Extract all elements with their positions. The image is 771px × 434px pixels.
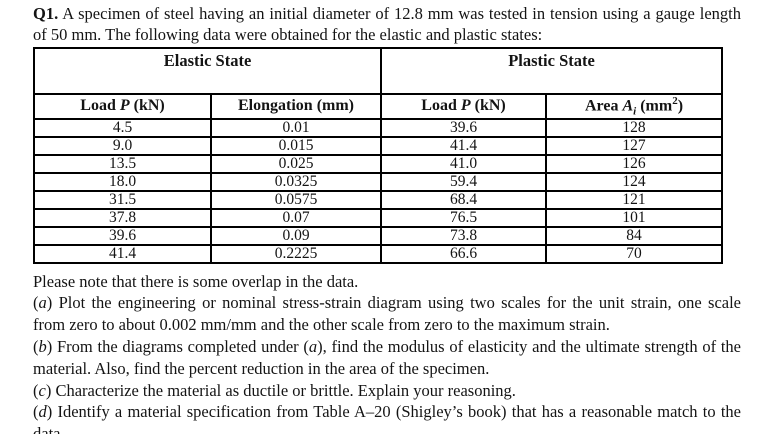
table-cell: 66.6 <box>380 243 547 264</box>
table-cell: 84 <box>544 225 724 246</box>
item-text-d: Identify a material specification from T… <box>33 402 741 434</box>
table-cell: 126 <box>544 153 724 174</box>
item-label-d: d <box>38 402 47 422</box>
table-row: 13.5 0.025 41.0 126 <box>33 153 724 174</box>
table-cell: 128 <box>544 117 724 138</box>
table-cell: 4.5 <box>33 117 212 138</box>
table-cell: 9.0 <box>33 135 212 156</box>
table-cell: 127 <box>544 135 724 156</box>
table-cell: 124 <box>544 171 724 192</box>
table-cell: 39.6 <box>33 225 212 246</box>
data-table: Elastic State Plastic State Load P (kN) … <box>33 47 724 264</box>
table-group-header-row: Elastic State Plastic State <box>33 47 724 95</box>
table-row: 4.5 0.01 39.6 128 <box>33 117 724 138</box>
table-row: 31.5 0.0575 68.4 121 <box>33 189 724 210</box>
table-row: 37.8 0.07 76.5 101 <box>33 207 724 228</box>
table-row: 9.0 0.015 41.4 127 <box>33 135 724 156</box>
header-area: Area Ai (mm2) <box>544 93 724 120</box>
table-cell: 0.015 <box>210 135 382 156</box>
table-cell: 76.5 <box>380 207 547 228</box>
item-text-a: Plot the engineering or nominal stress-s… <box>33 293 742 335</box>
sub-question-a: (a) Plot the engineering or nominal stre… <box>33 293 742 335</box>
overlap-note: Please note that there is some overlap i… <box>33 271 359 291</box>
table-cell: 0.09 <box>210 225 382 246</box>
table-cell: 0.07 <box>210 207 382 228</box>
table-cell: 73.8 <box>380 225 547 246</box>
item-text-c: Characterize the material as ductile or … <box>55 380 516 400</box>
sub-question-b: (b) From the diagrams completed under (a… <box>33 336 741 378</box>
header-plastic-state: Plastic State <box>379 47 724 95</box>
table-cell: 41.0 <box>380 153 547 174</box>
question-number: Q1. <box>33 4 59 23</box>
table-cell: 68.4 <box>380 189 547 210</box>
table-row: 41.4 0.2225 66.6 70 <box>33 243 724 264</box>
table-cell: 18.0 <box>33 171 212 192</box>
table-cell: 101 <box>544 207 724 228</box>
item-text-b-pre: From the diagrams completed under ( <box>57 336 309 356</box>
table-cell: 0.0325 <box>210 171 382 192</box>
sub-question-d: (d) Identify a material specification fr… <box>33 401 741 434</box>
header-load-elastic: Load P (kN) <box>33 93 212 120</box>
question-intro-text: A specimen of steel having an initial di… <box>33 4 742 44</box>
table-cell: 121 <box>544 189 724 210</box>
item-label-a: a <box>38 293 47 313</box>
header-load-plastic: Load P (kN) <box>380 93 547 120</box>
table-cell: 31.5 <box>33 189 212 210</box>
table-cell: 13.5 <box>33 153 212 174</box>
notes-section: Please note that there is some overlap i… <box>33 271 741 434</box>
header-elongation: Elongation (mm) <box>210 93 382 120</box>
table-row: 18.0 0.0325 59.4 124 <box>33 171 724 192</box>
table-cell: 0.025 <box>210 153 382 174</box>
sub-question-c: (c) Characterize the material as ductile… <box>33 380 516 400</box>
table-cell: 0.01 <box>210 117 382 138</box>
table-cell: 41.4 <box>380 135 547 156</box>
table-cell: 59.4 <box>380 171 547 192</box>
item-label-b: b <box>38 336 47 356</box>
table-cell: 37.8 <box>33 207 212 228</box>
item-text-b-post: ), find the modulus of elasticity and th… <box>33 336 741 378</box>
table-cell: 70 <box>544 243 724 264</box>
question-intro: Q1. A specimen of steel having an initia… <box>33 3 741 45</box>
table-column-header-row: Load P (kN) Elongation (mm) Load P (kN) … <box>33 93 724 120</box>
header-elastic-state: Elastic State <box>33 47 382 95</box>
table-cell: 0.0575 <box>210 189 382 210</box>
item-label-c: c <box>38 380 46 400</box>
table-cell: 39.6 <box>380 117 547 138</box>
table-row: 39.6 0.09 73.8 84 <box>33 225 724 246</box>
item-text-b-inner: a <box>308 336 318 356</box>
table-cell: 0.2225 <box>210 243 382 264</box>
table-cell: 41.4 <box>33 243 212 264</box>
